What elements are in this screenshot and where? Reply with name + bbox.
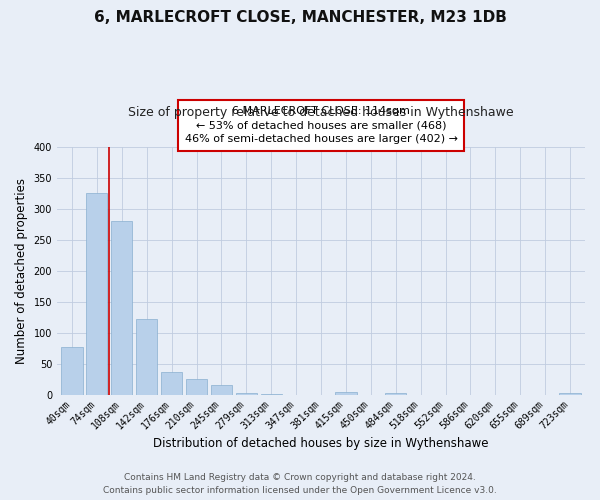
Bar: [236, 392, 257, 394]
Text: 6, MARLECROFT CLOSE, MANCHESTER, M23 1DB: 6, MARLECROFT CLOSE, MANCHESTER, M23 1DB: [94, 10, 506, 25]
Bar: [186, 379, 207, 394]
Bar: [111, 220, 133, 394]
Title: Size of property relative to detached houses in Wythenshawe: Size of property relative to detached ho…: [128, 106, 514, 120]
Bar: [61, 347, 83, 395]
Y-axis label: Number of detached properties: Number of detached properties: [15, 178, 28, 364]
Bar: [161, 372, 182, 394]
Bar: [335, 392, 356, 394]
Text: 6 MARLECROFT CLOSE: 114sqm
← 53% of detached houses are smaller (468)
46% of sem: 6 MARLECROFT CLOSE: 114sqm ← 53% of deta…: [185, 106, 458, 144]
X-axis label: Distribution of detached houses by size in Wythenshawe: Distribution of detached houses by size …: [153, 437, 489, 450]
Bar: [136, 319, 157, 394]
Bar: [211, 386, 232, 394]
Text: Contains HM Land Registry data © Crown copyright and database right 2024.
Contai: Contains HM Land Registry data © Crown c…: [103, 474, 497, 495]
Bar: [86, 194, 107, 394]
